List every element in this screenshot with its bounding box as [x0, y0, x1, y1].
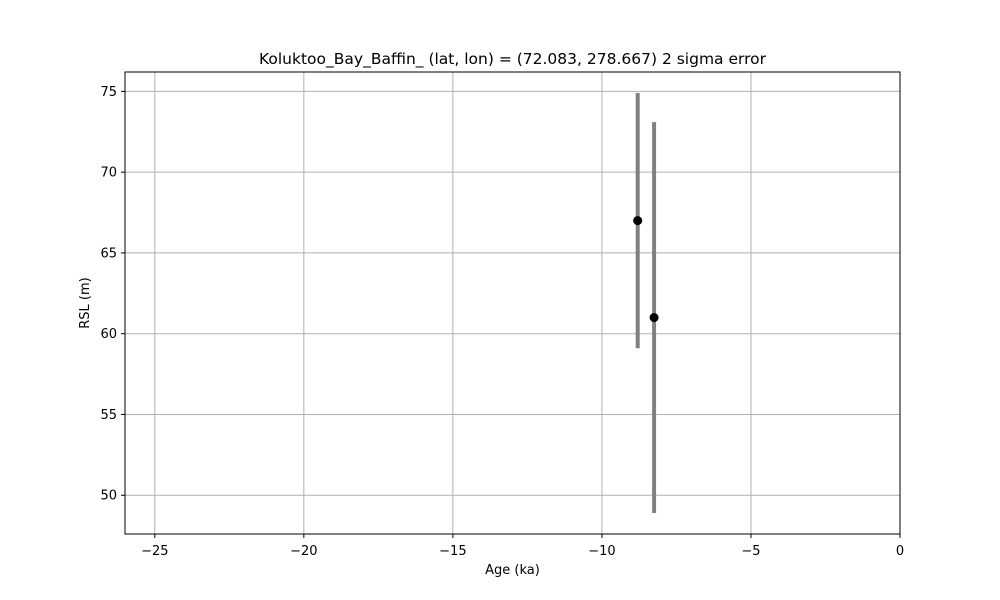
y-tick-label: 75: [100, 85, 117, 100]
data-points: [633, 216, 659, 323]
x-tick-label: −10: [588, 544, 615, 559]
grid: [125, 72, 901, 534]
x-tick-label: −5: [741, 544, 760, 559]
y-tick-label: 55: [100, 408, 117, 423]
data-point: [633, 216, 643, 226]
y-tick-label: 70: [100, 166, 117, 181]
x-tick-label: −25: [141, 544, 168, 559]
x-tick-label: −20: [290, 544, 317, 559]
y-tick-label: 60: [100, 327, 117, 342]
y-axis-label: RSL (m): [78, 277, 93, 328]
plot-frame: [124, 71, 901, 535]
y-axis-ticks: 50 55 60 65 70 75: [100, 85, 125, 504]
x-tick-label: −15: [439, 544, 466, 559]
y-tick-label: 65: [100, 246, 117, 261]
data-point: [649, 313, 659, 323]
y-tick-label: 50: [100, 489, 117, 504]
x-axis-ticks: −25 −20 −15 −10 −5 0: [141, 534, 904, 559]
x-axis-label: Age (ka): [485, 563, 540, 578]
chart-title: Koluktoo_Bay_Baffin_ (lat, lon) = (72.08…: [259, 50, 767, 69]
x-tick-label: 0: [896, 544, 904, 559]
error-bars: [635, 93, 657, 513]
